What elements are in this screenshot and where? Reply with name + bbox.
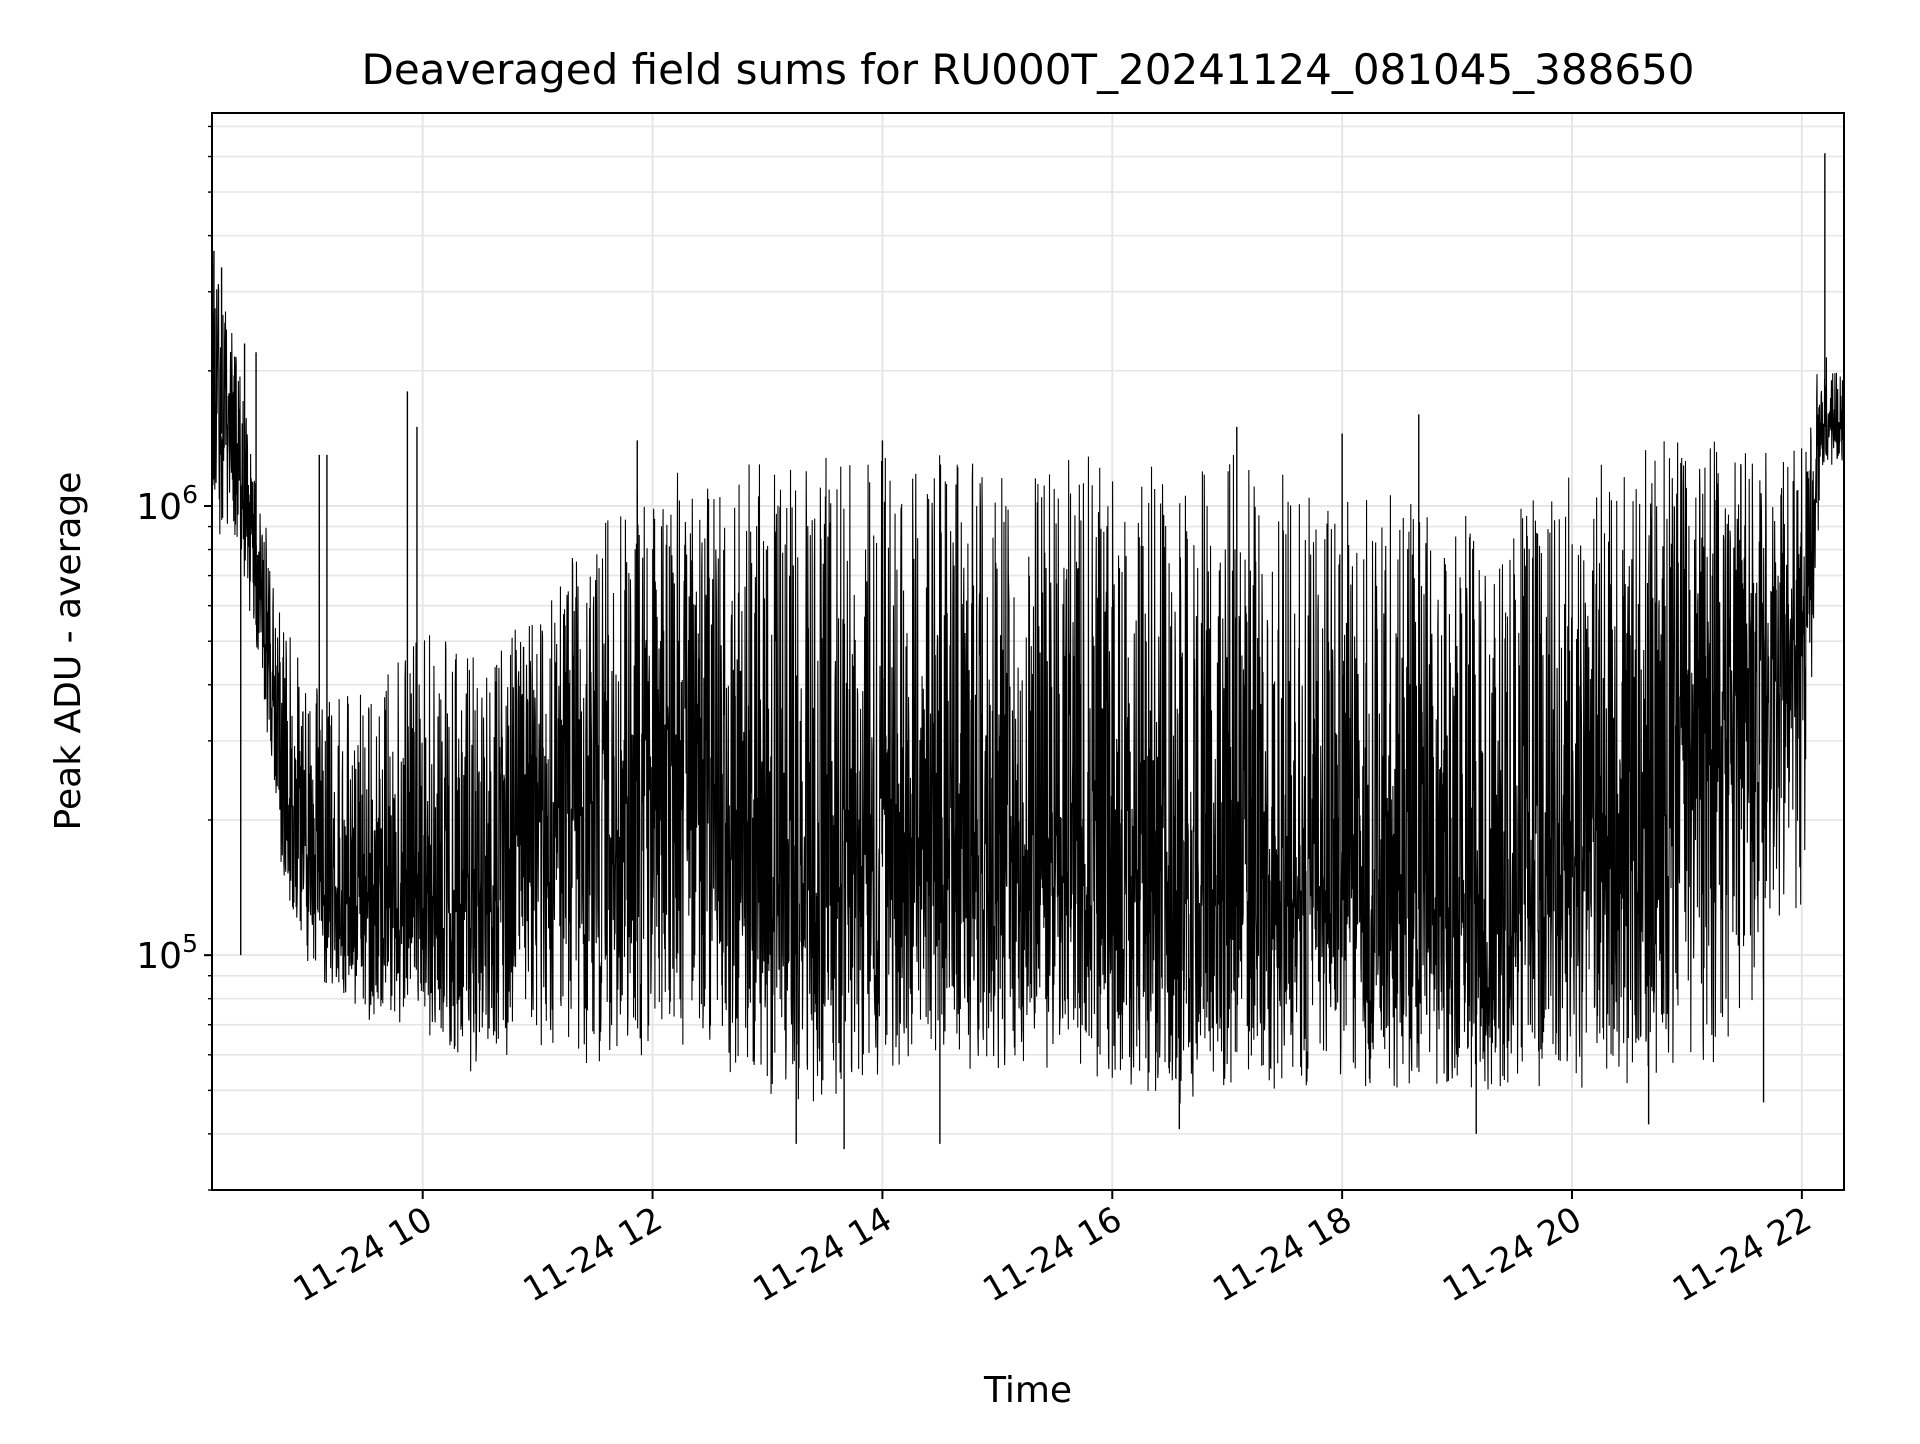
y-tick-label: 105 [136, 929, 198, 977]
plot-area-frame [211, 112, 1845, 1191]
y-tick-label: 106 [136, 480, 198, 528]
data-series-line [212, 263, 1844, 1104]
x-axis-label: Time [983, 1370, 1072, 1411]
data-series-layer [212, 153, 1844, 1150]
chart-title: Deaveraged field sums for RU000T_2024112… [361, 45, 1694, 94]
y-axis-label: Peak ADU - average [48, 472, 89, 831]
